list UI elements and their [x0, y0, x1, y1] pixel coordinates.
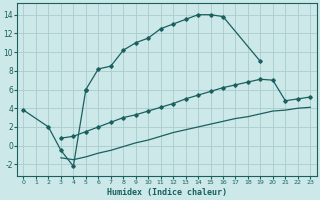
- X-axis label: Humidex (Indice chaleur): Humidex (Indice chaleur): [107, 188, 227, 197]
